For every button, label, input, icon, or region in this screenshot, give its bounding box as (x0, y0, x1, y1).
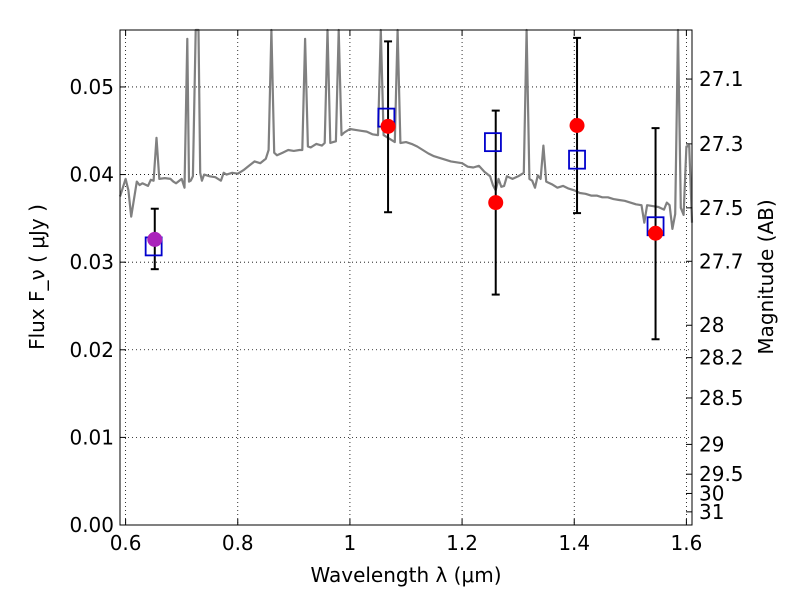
error-bars (150, 36, 660, 341)
y-tick-label: 0.04 (69, 163, 114, 187)
right-tick-label: 29 (699, 432, 724, 456)
x-axis-label: Wavelength λ (μm) (310, 563, 501, 587)
model-square-marker (568, 149, 586, 170)
right-tick-label: 29.5 (699, 462, 744, 486)
x-tick-label: 1.6 (670, 531, 702, 555)
x-tick-label: 0.6 (110, 531, 142, 555)
right-tick-label: 27.7 (699, 249, 744, 273)
spectrum-line (118, 28, 694, 230)
x-tick-label: 0.8 (222, 531, 254, 555)
x-tick-label: 1.2 (446, 531, 478, 555)
model-photometry-markers (144, 107, 665, 257)
y-tick-label: 0.02 (69, 338, 114, 362)
y-tick-label: 0.05 (69, 75, 114, 99)
observed-point (380, 118, 396, 134)
right-tick-label: 27.5 (699, 196, 744, 220)
plot-frame (119, 29, 693, 526)
right-tick-label: 31 (699, 500, 724, 524)
y-axis-label: Flux F_ν ( μJy ) (25, 204, 49, 350)
right-tick-label: 27.1 (699, 67, 744, 91)
right-tick-label: 28.2 (699, 346, 744, 370)
y-tick-label: 0.01 (69, 425, 114, 449)
x-tick-label: 1 (344, 531, 357, 555)
x-ticks: 0.6 0.8 1 1.2 1.4 1.6 (110, 30, 702, 555)
right-tick-label: 30 (699, 481, 724, 505)
observed-point (569, 117, 585, 133)
right-tick-label: 28.5 (699, 386, 744, 410)
observed-point (648, 225, 664, 241)
observed-markers (147, 117, 664, 247)
model-spectrum (118, 28, 694, 230)
right-tick-label: 27.3 (699, 132, 744, 156)
grid (120, 30, 692, 526)
right-tick-label: 28 (699, 313, 724, 337)
x-tick-label: 1.4 (558, 531, 590, 555)
right-axis-label: Magnitude (AB) (754, 199, 778, 354)
model-square-marker (484, 132, 502, 153)
y-tick-label: 0.03 (69, 250, 114, 274)
observed-point (147, 231, 163, 247)
y-ticks: 0.00 0.01 0.02 0.03 0.04 0.05 (69, 75, 126, 537)
y-tick-label: 0.00 (69, 513, 114, 537)
observed-point (488, 195, 504, 211)
